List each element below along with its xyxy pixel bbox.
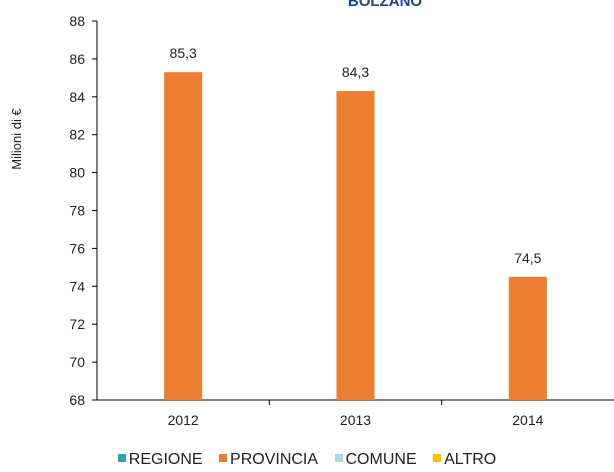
data-label-2014: 74,5: [514, 250, 541, 266]
x-tick-label-2012: 2012: [168, 412, 199, 428]
legend-label-altro: ALTRO: [444, 451, 497, 468]
legend-swatch-comune: [334, 454, 343, 462]
y-tick-label-82: 82: [69, 127, 85, 143]
data-label-2013: 84,3: [342, 64, 369, 80]
legend-item-altro: ALTRO: [433, 451, 496, 469]
legend-swatch-regione: [117, 454, 126, 462]
legend-label-comune: COMUNE: [345, 451, 417, 468]
legend-swatch-provincia: [219, 454, 228, 462]
y-tick-label-88: 88: [69, 13, 85, 29]
y-tick-label-72: 72: [69, 316, 85, 332]
legend-item-provincia: PROVINCIA: [219, 451, 318, 469]
bar-2013: [336, 91, 375, 401]
legend-label-provincia: PROVINCIA: [230, 451, 319, 468]
y-tick-label-74: 74: [69, 278, 85, 294]
legend: REGIONE PROVINCIA COMUNE ALTRO: [0, 451, 614, 469]
legend-item-comune: COMUNE: [334, 451, 417, 469]
legend-swatch-altro: [433, 454, 442, 462]
y-tick-label-68: 68: [69, 392, 85, 408]
y-tick-label-78: 78: [69, 203, 85, 219]
data-label-2012: 85,3: [170, 45, 197, 61]
bar-2014: [508, 276, 547, 400]
chart-title: BOLZANO: [347, 0, 423, 10]
y-tick-label-84: 84: [69, 89, 85, 105]
x-tick-label-2014: 2014: [512, 412, 543, 428]
y-tick-label-70: 70: [69, 354, 85, 370]
y-tick-label-86: 86: [69, 51, 85, 67]
legend-label-regione: REGIONE: [128, 451, 203, 468]
y-tick-label-80: 80: [69, 165, 85, 181]
bar-2012: [164, 72, 203, 400]
legend-item-regione: REGIONE: [117, 451, 203, 469]
x-tick-label-2013: 2013: [340, 412, 371, 428]
y-tick-label-76: 76: [69, 240, 85, 256]
